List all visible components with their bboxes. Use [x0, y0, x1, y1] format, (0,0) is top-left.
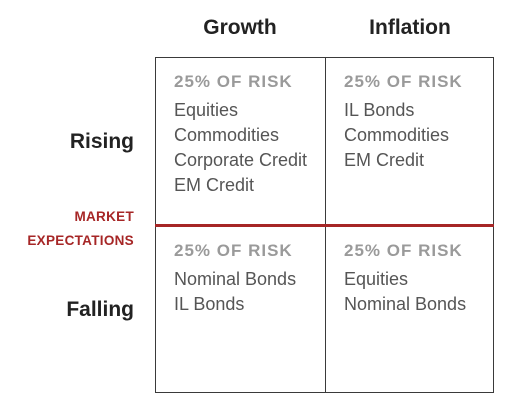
risk-share-label: 25% OF RISK	[174, 72, 293, 91]
market-label-line-1: MARKET	[74, 209, 134, 224]
asset-item: Equities	[344, 269, 409, 289]
cell-rising-growth: 25% OF RISK Equities Commodities Corpora…	[174, 72, 334, 198]
asset-item: IL Bonds	[344, 100, 415, 120]
risk-share-label: 25% OF RISK	[344, 72, 463, 91]
row-label-falling: Falling	[66, 298, 134, 321]
asset-item: Nominal Bonds	[174, 269, 297, 289]
asset-item: Commodities	[344, 125, 450, 145]
market-expectations-divider	[155, 224, 494, 227]
asset-item: Nominal Bonds	[344, 294, 467, 314]
risk-share-label: 25% OF RISK	[344, 241, 463, 260]
asset-item: Corporate Credit	[174, 150, 308, 170]
asset-item: EM Credit	[174, 175, 255, 195]
market-expectations-label: MARKET EXPECTATIONS	[0, 205, 134, 253]
asset-item: Equities	[174, 100, 239, 120]
cell-falling-growth: 25% OF RISK Nominal Bonds IL Bonds	[174, 241, 334, 317]
market-label-line-2: EXPECTATIONS	[27, 233, 134, 248]
cell-falling-inflation: 25% OF RISK Equities Nominal Bonds	[344, 241, 504, 317]
asset-item: EM Credit	[344, 150, 425, 170]
asset-item: IL Bonds	[174, 294, 245, 314]
row-label-rising: Rising	[69, 130, 134, 153]
risk-share-label: 25% OF RISK	[174, 241, 293, 260]
column-header-inflation: Inflation	[369, 16, 451, 39]
column-header-growth: Growth	[203, 16, 277, 39]
cell-rising-inflation: 25% OF RISK IL Bonds Commodities EM Cred…	[344, 72, 504, 173]
asset-item: Commodities	[174, 125, 280, 145]
